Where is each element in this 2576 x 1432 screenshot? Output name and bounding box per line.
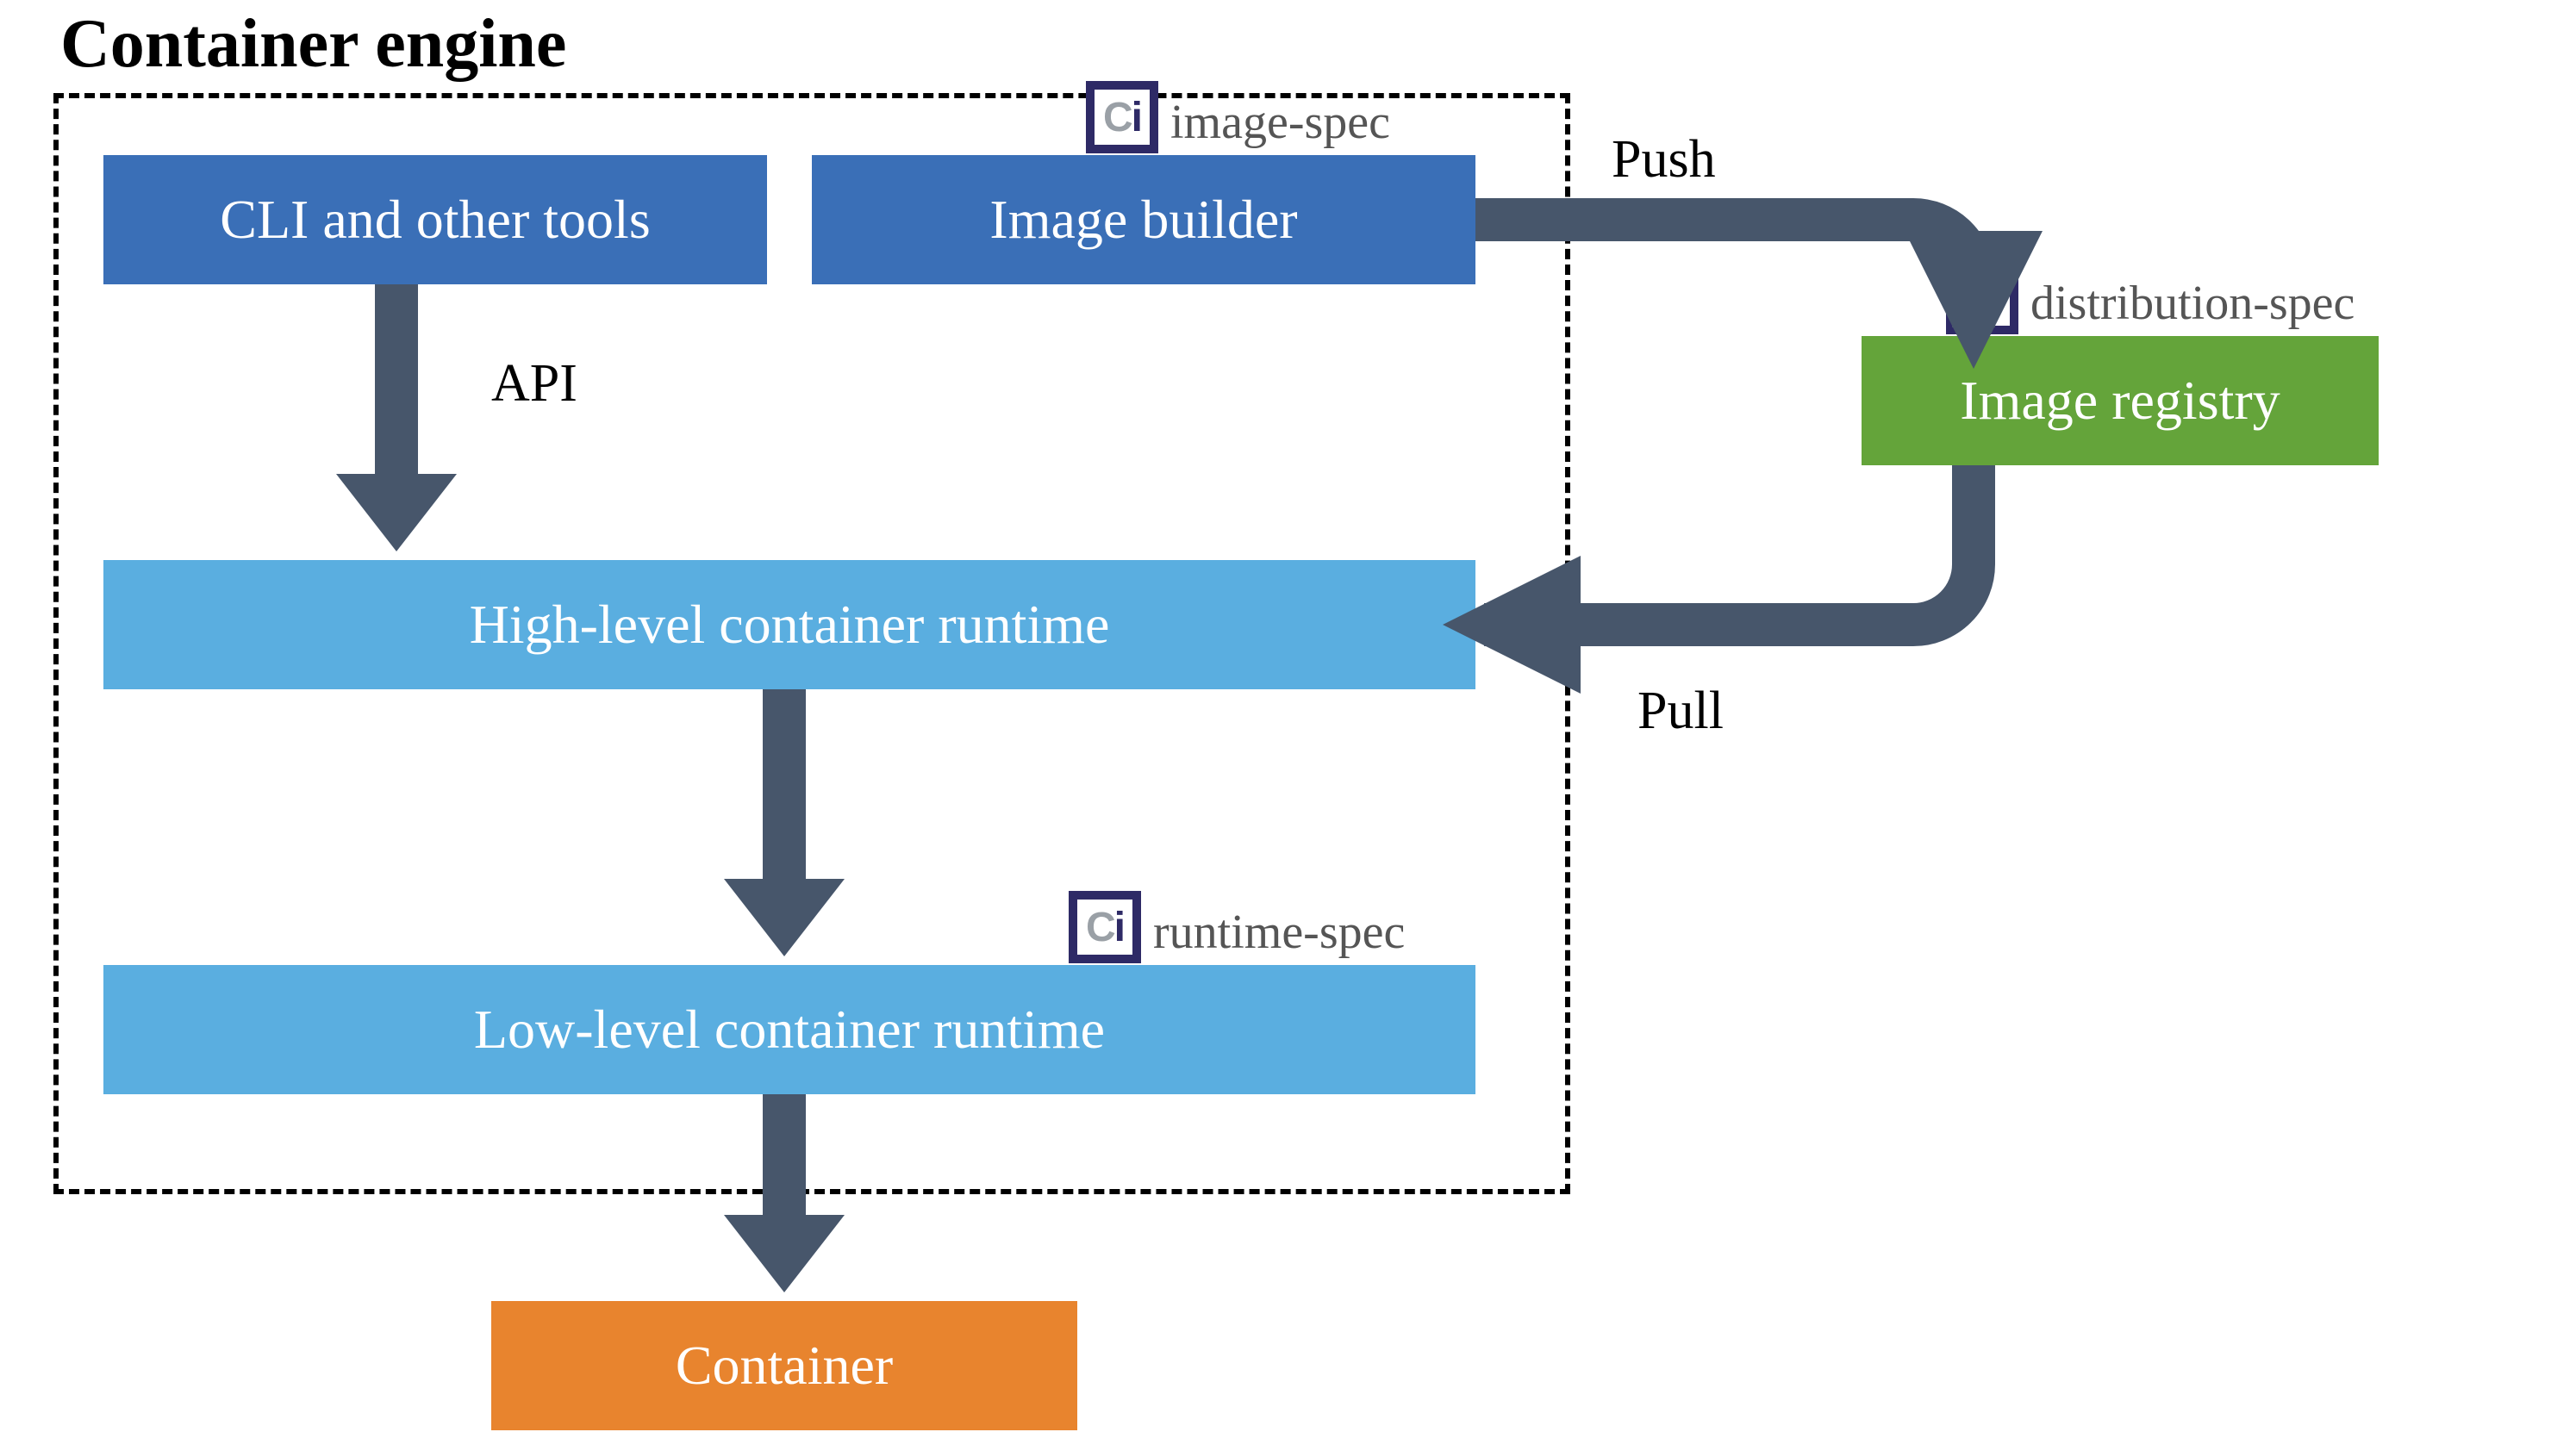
node-label: High-level container runtime — [470, 593, 1110, 657]
node-cli-tools: CLI and other tools — [103, 155, 767, 284]
diagram-title: Container engine — [60, 5, 566, 84]
node-label: CLI and other tools — [220, 188, 650, 252]
node-low-level-runtime: Low-level container runtime — [103, 965, 1475, 1094]
label-push: Push — [1612, 129, 1716, 190]
diagram-canvas: Container engine CLI and other tools Ima… — [0, 0, 2576, 1432]
node-label: Low-level container runtime — [474, 998, 1105, 1062]
node-container: Container — [491, 1301, 1077, 1430]
spec-distribution-label: distribution-spec — [2030, 276, 2355, 331]
oci-icon: Ci — [1086, 81, 1158, 153]
label-api: API — [491, 353, 577, 414]
label-pull: Pull — [1637, 681, 1724, 742]
oci-icon: Ci — [1069, 891, 1141, 963]
node-high-level-runtime: High-level container runtime — [103, 560, 1475, 689]
spec-image-label: image-spec — [1170, 95, 1390, 150]
node-image-builder: Image builder — [812, 155, 1475, 284]
node-label: Container — [676, 1334, 893, 1398]
node-label: Image builder — [989, 188, 1297, 252]
node-image-registry: Image registry — [1862, 336, 2379, 465]
spec-runtime-label: runtime-spec — [1153, 905, 1405, 960]
oci-icon: Ci — [1946, 262, 2018, 334]
node-label: Image registry — [1960, 369, 2280, 433]
